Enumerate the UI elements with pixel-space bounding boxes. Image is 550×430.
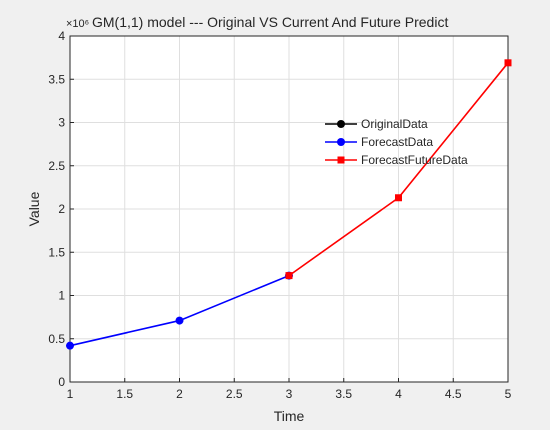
x-tick-label: 5 bbox=[505, 387, 512, 401]
legend: OriginalData ForecastData ForecastFutureDa… bbox=[325, 117, 468, 167]
data-point-ForecastFutureData bbox=[504, 59, 512, 67]
y-axis: 0 0.5 1 1.5 2 2.5 3 3.5 4 bbox=[48, 29, 74, 389]
y-tick-label: 3.5 bbox=[48, 72, 65, 86]
x-axis-label: Time bbox=[274, 408, 305, 424]
y-tick-label: 4 bbox=[58, 29, 65, 43]
legend-item: ForecastFutureData bbox=[325, 153, 468, 167]
data-point-ForecastData bbox=[66, 341, 74, 350]
y-tick-label: 0 bbox=[58, 375, 65, 389]
y-tick-label: 1 bbox=[58, 289, 65, 303]
x-tick-label: 3.5 bbox=[335, 387, 352, 401]
x-tick-label: 3 bbox=[286, 387, 293, 401]
y-tick-label: 3 bbox=[58, 116, 65, 130]
legend-label: ForecastData bbox=[361, 135, 433, 149]
exponent-label: ×10⁶ bbox=[66, 18, 89, 30]
data-point-ForecastData bbox=[175, 316, 184, 325]
y-tick-label: 1.5 bbox=[48, 245, 65, 259]
legend-item: ForecastData bbox=[325, 135, 433, 149]
y-tick-label: 2.5 bbox=[48, 159, 65, 173]
legend-marker bbox=[337, 120, 345, 128]
x-tick-label: 1 bbox=[67, 387, 74, 401]
legend-label: OriginalData bbox=[361, 117, 428, 131]
legend-label: ForecastFutureData bbox=[361, 153, 468, 167]
data-point-ForecastFutureData bbox=[395, 194, 402, 202]
y-axis-label: Value bbox=[26, 191, 42, 226]
x-tick-label: 4.5 bbox=[445, 387, 462, 401]
legend-marker bbox=[337, 156, 345, 164]
x-tick-label: 4 bbox=[395, 387, 402, 401]
series-group bbox=[66, 59, 512, 350]
y-tick-label: 2 bbox=[58, 202, 65, 216]
x-tick-label: 2 bbox=[176, 387, 183, 401]
x-tick-label: 2.5 bbox=[226, 387, 243, 401]
x-tick-label: 1.5 bbox=[116, 387, 133, 401]
data-point-ForecastFutureData bbox=[285, 272, 293, 280]
y-tick-label: 0.5 bbox=[48, 332, 65, 346]
legend-marker bbox=[337, 138, 345, 146]
x-axis: 1 1.5 2 2.5 3 3.5 4 4.5 5 bbox=[67, 378, 512, 401]
legend-item: OriginalData bbox=[325, 117, 428, 131]
chart-title: GM(1,1) model --- Original VS Current An… bbox=[92, 14, 448, 30]
